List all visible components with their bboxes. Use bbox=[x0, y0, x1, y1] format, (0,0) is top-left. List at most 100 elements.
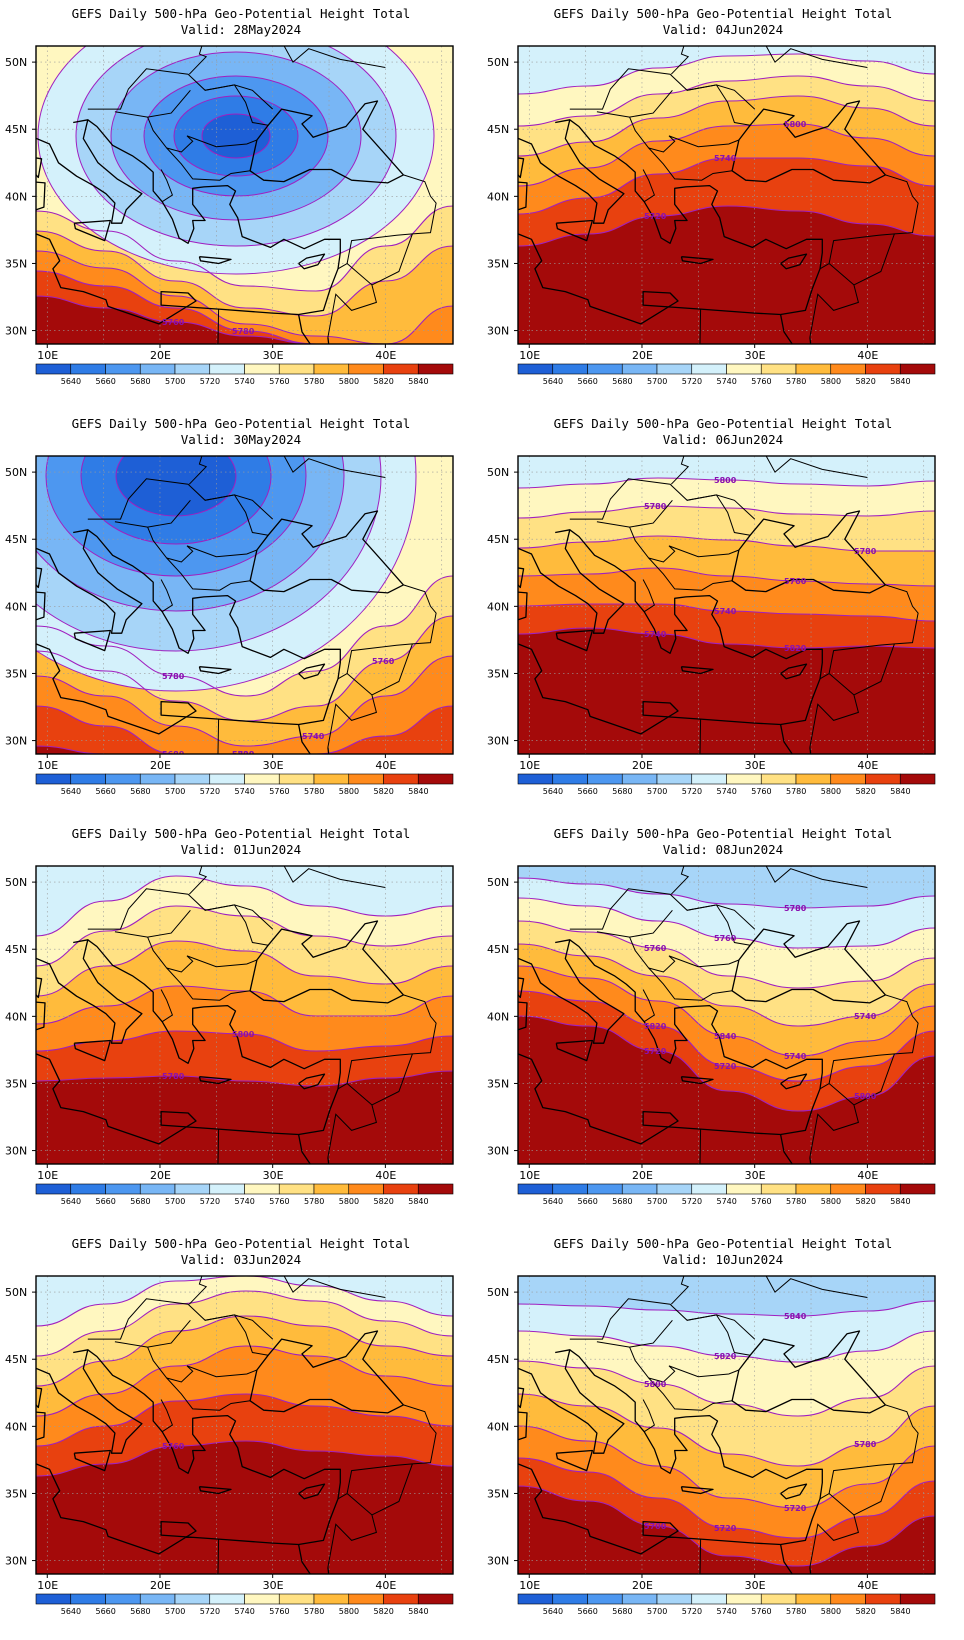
contour-line bbox=[518, 535, 935, 552]
colorbar-label: 5800 bbox=[339, 1607, 359, 1616]
colorbar-label: 5820 bbox=[374, 1607, 394, 1616]
colorbar-label: 5840 bbox=[890, 377, 910, 386]
country-border bbox=[188, 456, 208, 485]
lon-tick-label: 30E bbox=[745, 1169, 766, 1182]
contour-label: 5720 bbox=[784, 1504, 807, 1513]
map-frame bbox=[517, 45, 936, 345]
colorbar-label: 5800 bbox=[339, 1197, 359, 1206]
coastline bbox=[73, 629, 112, 652]
coastline bbox=[36, 529, 341, 735]
colorbar-label: 5740 bbox=[235, 1607, 255, 1616]
colorbar-label: 5800 bbox=[821, 1607, 841, 1616]
colorbar-swatch bbox=[691, 363, 727, 375]
contour-label: 5720 bbox=[714, 1524, 737, 1533]
country-border bbox=[147, 936, 258, 973]
colorbar-label: 5660 bbox=[578, 377, 598, 386]
coastline bbox=[518, 1411, 528, 1441]
coastline bbox=[452, 955, 453, 958]
colorbar-swatch bbox=[70, 363, 106, 375]
contour-label: 5840 bbox=[784, 1312, 807, 1321]
contour-label: 5780 bbox=[644, 502, 667, 511]
coastline bbox=[680, 1076, 714, 1085]
country-border bbox=[809, 263, 860, 338]
contour-line bbox=[36, 875, 453, 937]
coastline bbox=[780, 1073, 808, 1090]
colorbar-swatch bbox=[35, 1593, 72, 1605]
colorbar-swatch bbox=[899, 773, 936, 785]
lat-tick-label: 50N bbox=[5, 876, 27, 889]
contour-line bbox=[518, 965, 935, 1057]
coastline bbox=[680, 666, 714, 675]
colorbar-swatch bbox=[139, 773, 176, 785]
country-border bbox=[569, 1298, 756, 1340]
colorbar-swatch bbox=[278, 773, 315, 785]
colorbar-label: 5660 bbox=[96, 1607, 116, 1616]
country-border bbox=[642, 989, 656, 1023]
colorbar-swatch bbox=[587, 1183, 623, 1195]
map-panel: 5720 5740 5800 10E 20E 30E 40E 50N 45N 40N 35N 30N 5… bbox=[482, 0, 964, 410]
lon-tick-label: 40E bbox=[857, 1169, 878, 1182]
country-border bbox=[371, 1463, 413, 1516]
contour-line bbox=[36, 940, 453, 997]
colorbar-swatch bbox=[348, 363, 384, 375]
colorbar-label: 5640 bbox=[543, 787, 563, 796]
country-border bbox=[687, 1314, 751, 1356]
colorbar-label: 5780 bbox=[304, 1197, 324, 1206]
colorbar-label: 5760 bbox=[269, 1197, 289, 1206]
country-border bbox=[160, 989, 174, 1023]
lat-tick-label: 35N bbox=[487, 1077, 509, 1090]
height-field: 5740 5740 5760 5780 5780 5800 5820 bbox=[518, 456, 935, 754]
colorbar-swatch bbox=[760, 1593, 797, 1605]
colorbar-label: 5780 bbox=[786, 1197, 806, 1206]
contour-label: 5720 bbox=[232, 750, 255, 759]
country-border bbox=[687, 904, 751, 946]
lon-tick-label: 20E bbox=[632, 349, 653, 362]
lon-tick-label: 30E bbox=[263, 1169, 284, 1182]
lat-tick-label: 50N bbox=[5, 1286, 27, 1299]
country-border bbox=[371, 1053, 413, 1106]
lon-tick-label: 30E bbox=[263, 1579, 284, 1592]
contour-label: 5740 bbox=[644, 630, 667, 639]
colorbar-label: 5720 bbox=[682, 787, 702, 796]
colorbar-swatch bbox=[830, 363, 866, 375]
lat-tick-label: 30N bbox=[5, 735, 27, 748]
coastline bbox=[198, 1076, 232, 1085]
coastline bbox=[249, 920, 405, 1004]
map-frame bbox=[517, 455, 936, 755]
graticule bbox=[518, 1276, 935, 1574]
coastline bbox=[779, 1544, 812, 1574]
lon-tick-label: 40E bbox=[375, 1169, 396, 1182]
country-border bbox=[642, 1399, 656, 1433]
country-border bbox=[765, 1276, 868, 1298]
coastline bbox=[36, 1349, 341, 1555]
map-frame bbox=[35, 455, 454, 755]
coastline bbox=[555, 219, 594, 242]
colorbar-swatch bbox=[517, 363, 554, 375]
height-band bbox=[518, 46, 935, 94]
contour-line bbox=[518, 920, 935, 989]
colorbar-label: 5820 bbox=[374, 377, 394, 386]
contour-line bbox=[36, 230, 453, 317]
lat-tick-label: 50N bbox=[487, 466, 509, 479]
country-border bbox=[166, 967, 251, 1001]
height-field: 5680 5720 5740 5760 5780 5800 bbox=[36, 456, 453, 759]
country-border bbox=[205, 84, 269, 126]
country-border bbox=[114, 89, 191, 118]
colorbar-label: 5800 bbox=[821, 787, 841, 796]
colorbar-swatch bbox=[209, 773, 245, 785]
colorbar-swatch bbox=[174, 1183, 211, 1195]
map-panel: 5700 5720 5720 5780 5800 5820 5840 10E 20E 30E 40E… bbox=[482, 1230, 964, 1640]
lon-tick-label: 10E bbox=[37, 759, 58, 772]
country-border bbox=[147, 526, 258, 563]
colorbar-swatch bbox=[313, 363, 350, 375]
colorbar-swatch bbox=[865, 1183, 901, 1195]
country-border bbox=[327, 673, 378, 748]
colorbar-label: 5840 bbox=[890, 1197, 910, 1206]
map-frame bbox=[35, 865, 454, 1165]
country-border bbox=[642, 169, 656, 203]
lat-tick-label: 40N bbox=[5, 600, 27, 613]
contour-label: 5700 bbox=[644, 1522, 667, 1531]
colorbar-label: 5760 bbox=[751, 1607, 771, 1616]
lon-tick-label: 30E bbox=[745, 759, 766, 772]
lat-tick-label: 50N bbox=[487, 56, 509, 69]
